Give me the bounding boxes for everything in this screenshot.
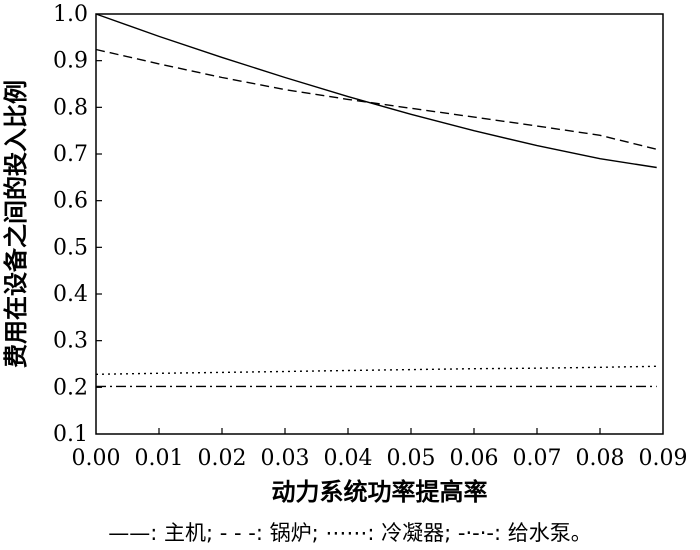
- legend-symbol: ——: [108, 521, 150, 545]
- legend-colon: :: [367, 521, 381, 545]
- legend-symbol: -·-·-: [458, 521, 494, 545]
- legend-separator: ;: [444, 521, 458, 545]
- legend-colon: :: [150, 521, 164, 545]
- y-tick-label: 0.8: [53, 95, 88, 120]
- x-tick-label: 0.07: [513, 446, 562, 471]
- x-axis-ticks: 0.00 0.01 0.02 0.03 0.04 0.05 0.06 0.07 0.08 0.09: [72, 428, 688, 471]
- x-tick-label: 0.09: [639, 446, 688, 471]
- x-tick-label: 0.08: [576, 446, 625, 471]
- series-line-dashed: [95, 48, 657, 150]
- y-tick-label: 0.1: [53, 422, 88, 447]
- y-tick-label: 0.2: [53, 375, 88, 400]
- legend-symbol: - - -: [220, 521, 256, 545]
- legend-separator: ;: [206, 521, 220, 545]
- x-tick-label: 0.06: [450, 446, 499, 471]
- legend-colon: :: [494, 521, 508, 545]
- x-axis-title: 动力系统功率提高率: [272, 478, 488, 506]
- legend-text: ——: 主机; - - -: 锅炉; ⋯⋯: 冷凝器; -·-·-: 给水泵。: [108, 521, 592, 545]
- y-tick-label: 0.3: [53, 329, 88, 354]
- y-axis-title: 费用在设备之间的投入比例: [2, 80, 30, 368]
- series-line-dotted: [95, 365, 657, 375]
- legend-label: 锅炉: [270, 521, 312, 545]
- x-tick-label: 0.00: [72, 446, 121, 471]
- y-tick-label: 0.7: [53, 142, 88, 167]
- legend-separator: ;: [312, 521, 326, 545]
- series-line-solid: [95, 13, 657, 169]
- legend-label: 冷凝器: [381, 521, 444, 545]
- legend-separator: 。: [571, 521, 592, 545]
- y-tick-label: 0.9: [53, 49, 88, 74]
- y-tick-label: 0.5: [53, 235, 88, 260]
- legend: ——: 主机; - - -: 锅炉; ⋯⋯: 冷凝器; -·-·-: 给水泵。: [108, 521, 592, 545]
- x-tick-label: 0.01: [135, 446, 184, 471]
- x-tick-label: 0.02: [198, 446, 247, 471]
- legend-label: 主机: [164, 521, 206, 545]
- x-tick-label: 0.03: [261, 446, 310, 471]
- legend-label: 给水泵: [508, 521, 571, 545]
- legend-colon: :: [256, 521, 270, 545]
- series-lines: [95, 13, 657, 388]
- y-tick-label: 1.0: [53, 2, 88, 27]
- legend-symbol: ⋯⋯: [325, 521, 367, 545]
- x-tick-label: 0.04: [324, 446, 373, 471]
- x-tick-label: 0.05: [387, 446, 436, 471]
- plot-frame: [95, 13, 664, 435]
- y-tick-label: 0.4: [53, 282, 88, 307]
- y-tick-label: 0.6: [53, 189, 88, 214]
- y-axis-ticks: 0.1 0.2 0.3 0.4 0.5 0.6 0.7 0.8 0.9 1.0: [53, 2, 102, 447]
